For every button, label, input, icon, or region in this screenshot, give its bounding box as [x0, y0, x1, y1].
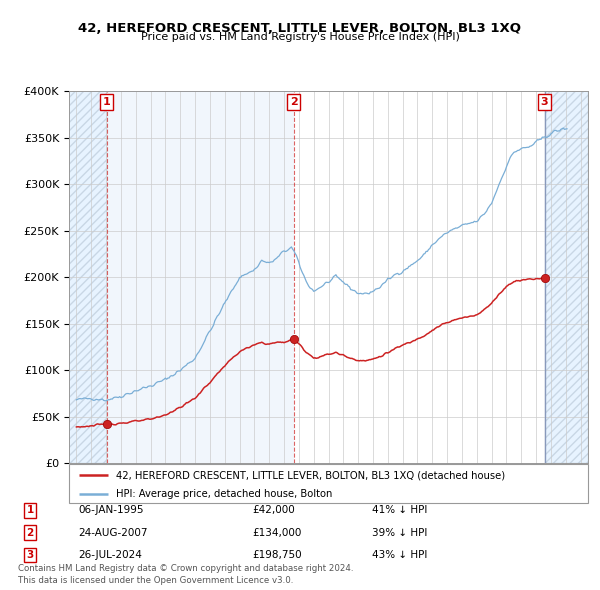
Text: 24-AUG-2007: 24-AUG-2007	[78, 528, 148, 537]
Text: 1: 1	[103, 97, 110, 107]
Bar	[69, 91, 107, 463]
Text: £134,000: £134,000	[252, 528, 301, 537]
Text: £198,750: £198,750	[252, 550, 302, 560]
Text: 3: 3	[26, 550, 34, 560]
Text: 41% ↓ HPI: 41% ↓ HPI	[372, 506, 427, 515]
Text: 42, HEREFORD CRESCENT, LITTLE LEVER, BOLTON, BL3 1XQ: 42, HEREFORD CRESCENT, LITTLE LEVER, BOL…	[79, 22, 521, 35]
Bar	[69, 91, 107, 463]
FancyBboxPatch shape	[69, 464, 588, 503]
Text: 39% ↓ HPI: 39% ↓ HPI	[372, 528, 427, 537]
Text: 3: 3	[541, 97, 548, 107]
Text: 43% ↓ HPI: 43% ↓ HPI	[372, 550, 427, 560]
Text: Contains HM Land Registry data © Crown copyright and database right 2024.
This d: Contains HM Land Registry data © Crown c…	[18, 565, 353, 585]
Text: Price paid vs. HM Land Registry's House Price Index (HPI): Price paid vs. HM Land Registry's House …	[140, 32, 460, 42]
Text: 42, HEREFORD CRESCENT, LITTLE LEVER, BOLTON, BL3 1XQ (detached house): 42, HEREFORD CRESCENT, LITTLE LEVER, BOL…	[116, 470, 505, 480]
Bar	[545, 91, 588, 463]
Bar	[107, 91, 293, 463]
Text: HPI: Average price, detached house, Bolton: HPI: Average price, detached house, Bolt…	[116, 489, 332, 499]
Text: £42,000: £42,000	[252, 506, 295, 515]
Text: 1: 1	[26, 506, 34, 515]
Text: 2: 2	[26, 528, 34, 537]
Text: 26-JUL-2024: 26-JUL-2024	[78, 550, 142, 560]
Bar	[545, 91, 588, 463]
Text: 2: 2	[290, 97, 298, 107]
Text: 06-JAN-1995: 06-JAN-1995	[78, 506, 143, 515]
